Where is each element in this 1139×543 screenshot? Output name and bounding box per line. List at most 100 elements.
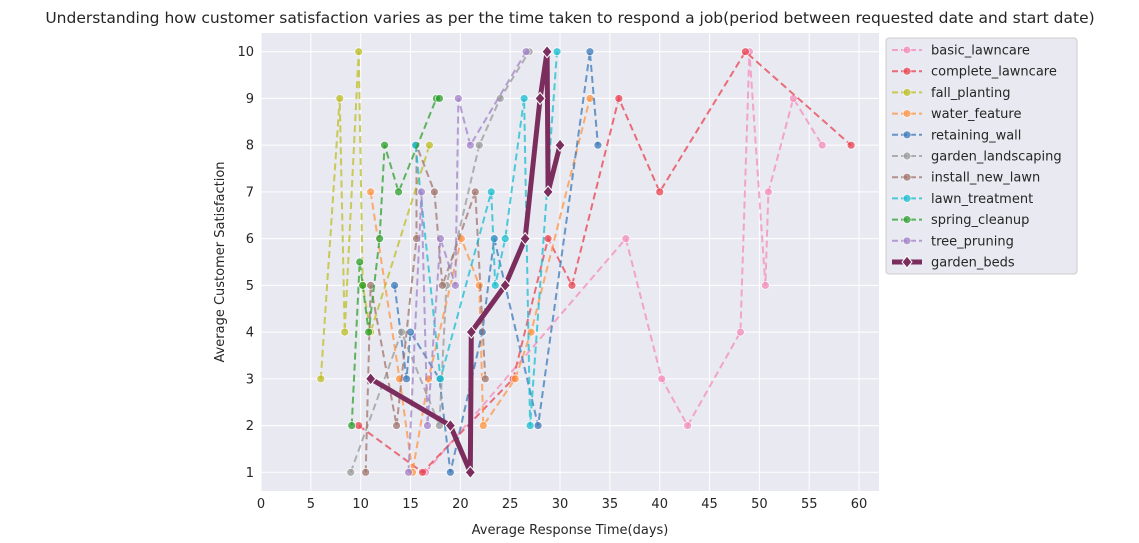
legend-swatch-marker bbox=[902, 130, 912, 140]
data-point bbox=[397, 327, 406, 337]
y-tick-label: 3 bbox=[246, 372, 254, 387]
data-point bbox=[621, 234, 631, 244]
series-line bbox=[350, 97, 440, 426]
data-point bbox=[404, 467, 413, 477]
y-tick-label: 5 bbox=[246, 279, 254, 294]
legend-item-retaining-wall: retaining_wall bbox=[892, 128, 1021, 143]
legend-item-garden-landscaping: garden_landscaping bbox=[892, 150, 1062, 165]
data-point bbox=[340, 327, 350, 337]
data-point bbox=[567, 280, 577, 290]
data-point bbox=[392, 421, 401, 430]
legend-label: retaining_wall bbox=[931, 128, 1021, 143]
legend-item-tree-pruning: tree_pruning bbox=[892, 234, 1014, 249]
data-point bbox=[500, 234, 510, 244]
x-tick-labels: 0 5 10 15 20 25 30 35 40 45 50 55 60 bbox=[257, 497, 867, 512]
x-tick-label: 60 bbox=[851, 497, 868, 512]
data-point bbox=[846, 140, 856, 150]
data-point bbox=[655, 187, 665, 197]
legend-label: water_feature bbox=[931, 107, 1021, 122]
legend-label: garden_beds bbox=[931, 256, 1015, 271]
series-layer bbox=[316, 44, 856, 480]
data-point bbox=[760, 280, 770, 290]
legend-label: fall_planting bbox=[931, 86, 1011, 101]
data-point bbox=[364, 327, 374, 337]
data-point bbox=[470, 187, 480, 197]
y-tick-label: 1 bbox=[246, 466, 254, 481]
series-line bbox=[393, 51, 599, 473]
y-tick-label: 6 bbox=[246, 232, 254, 247]
data-point bbox=[478, 421, 488, 430]
data-point bbox=[417, 187, 426, 197]
data-point bbox=[543, 234, 553, 244]
data-point bbox=[741, 47, 750, 57]
x-tick-label: 35 bbox=[602, 497, 619, 512]
data-point bbox=[453, 94, 463, 103]
chart-title: Understanding how customer satisfaction … bbox=[45, 9, 1094, 27]
data-point bbox=[480, 374, 490, 384]
data-point bbox=[521, 47, 531, 57]
x-tick-label: 25 bbox=[502, 497, 519, 512]
data-point bbox=[361, 467, 371, 477]
x-axis-label: Average Response Time(days) bbox=[472, 523, 669, 538]
data-point bbox=[614, 94, 624, 103]
x-tick-label: 40 bbox=[651, 497, 668, 512]
data-point bbox=[542, 185, 554, 199]
data-point bbox=[464, 465, 476, 480]
data-point bbox=[366, 187, 376, 197]
data-point bbox=[450, 280, 460, 290]
x-tick-label: 20 bbox=[452, 497, 469, 512]
y-tick-label: 2 bbox=[246, 419, 254, 434]
legend-item-lawn-treatment: lawn_treatment bbox=[892, 192, 1033, 207]
data-point bbox=[390, 280, 399, 290]
data-point bbox=[355, 257, 365, 267]
data-point bbox=[486, 187, 496, 197]
data-point bbox=[423, 421, 432, 430]
legend-label: tree_pruning bbox=[931, 234, 1014, 249]
data-point bbox=[430, 187, 439, 197]
legend-item-garden-beds: garden_beds bbox=[892, 255, 1015, 271]
series-line bbox=[369, 98, 591, 473]
data-point bbox=[499, 278, 511, 293]
data-point bbox=[552, 47, 562, 57]
data-point bbox=[380, 140, 390, 150]
data-point bbox=[406, 327, 415, 337]
data-point bbox=[425, 140, 434, 150]
data-point bbox=[519, 94, 529, 103]
data-point bbox=[763, 187, 773, 197]
data-point bbox=[683, 421, 693, 430]
legend-label: garden_landscaping bbox=[931, 150, 1062, 165]
data-point bbox=[533, 421, 543, 430]
legend-swatch-marker bbox=[902, 109, 912, 118]
data-point bbox=[593, 140, 603, 150]
x-tick-label: 15 bbox=[402, 497, 419, 512]
series-spring-cleanup bbox=[347, 94, 444, 430]
legend-box bbox=[885, 37, 1078, 275]
x-tick-label: 5 bbox=[307, 497, 315, 512]
data-point bbox=[444, 418, 457, 433]
legend-swatch-marker bbox=[902, 172, 912, 182]
data-point bbox=[445, 467, 455, 477]
data-point bbox=[358, 280, 368, 290]
legend-item-install-new-lawn: install_new_lawn bbox=[892, 171, 1040, 186]
series-tree-pruning bbox=[404, 47, 531, 477]
data-point bbox=[335, 94, 345, 103]
data-point bbox=[510, 374, 520, 384]
series-line bbox=[414, 51, 558, 426]
data-point bbox=[436, 234, 445, 244]
y-axis-label: Average Customer Satisfaction bbox=[213, 161, 228, 362]
legend-swatch-marker bbox=[902, 66, 912, 76]
series-line bbox=[368, 49, 563, 475]
legend-label: basic_lawncare bbox=[931, 44, 1030, 59]
data-point bbox=[788, 94, 798, 103]
x-tick-label: 45 bbox=[701, 497, 718, 512]
data-point bbox=[519, 231, 531, 246]
data-point bbox=[525, 421, 535, 430]
data-point bbox=[465, 140, 475, 150]
series-garden-beds bbox=[364, 44, 566, 480]
legend-swatch-marker bbox=[902, 236, 912, 246]
legend-label: spring_cleanup bbox=[931, 213, 1029, 228]
x-tick-label: 10 bbox=[352, 497, 369, 512]
series-line bbox=[407, 51, 527, 473]
data-point bbox=[736, 327, 745, 337]
